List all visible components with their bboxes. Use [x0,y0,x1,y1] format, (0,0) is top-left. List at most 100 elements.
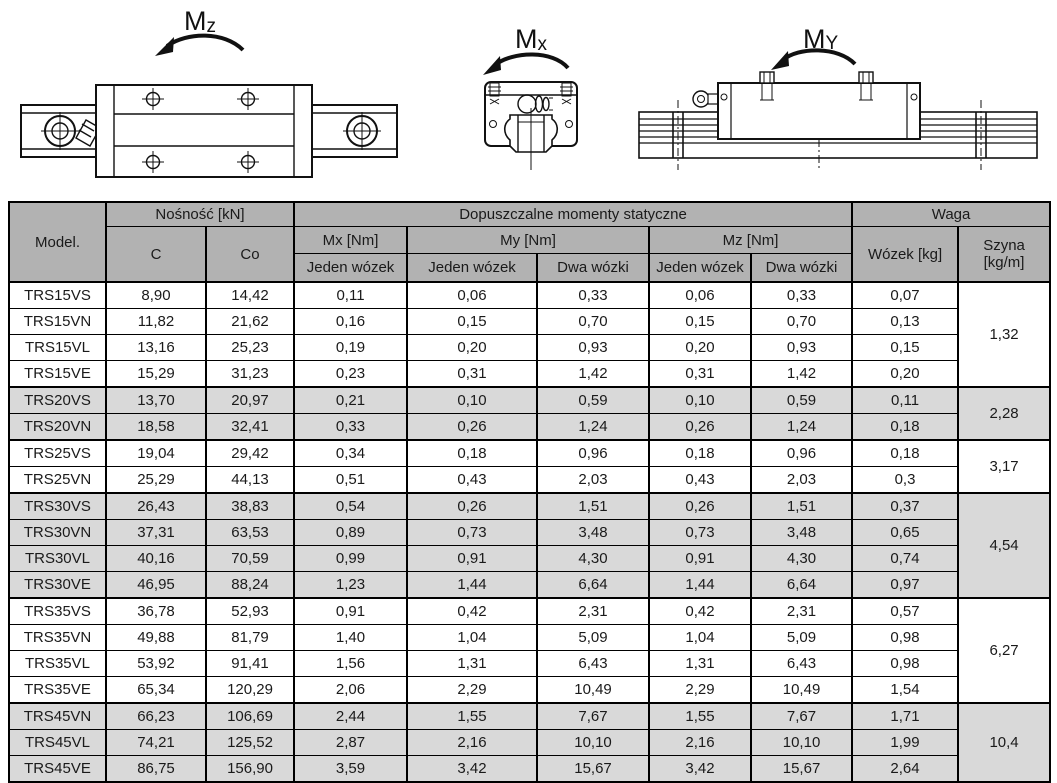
mz-dwa-cell: 7,67 [750,702,854,730]
carriage-top-view [95,84,313,178]
table-row: TRS15VN 11,82 21,62 0,16 0,15 0,70 0,15 0,70 0,1… [8,308,1050,335]
moment-x-label: Mx [515,24,548,55]
wozek-cell: 1,54 [851,676,960,704]
szyna-cell: 10,4 [957,702,1052,783]
my-jeden-cell: 0,26 [406,413,539,441]
my-dwa-cell: 5,09 [536,624,651,651]
co-cell: 106,69 [204,702,296,730]
c-cell: 19,04 [105,439,207,467]
mounting-screw [759,71,775,101]
header-co: Co [204,226,296,283]
header-momenty: Dopuszczalne momenty statyczne [293,201,854,227]
grease-nipple [692,90,719,108]
my-jeden-cell: 1,44 [406,571,539,599]
co-cell: 52,93 [204,597,296,625]
carriage-bolt-hole [237,88,259,110]
my-dwa-cell: 0,33 [536,281,651,309]
my-jeden-cell: 3,42 [406,755,539,783]
co-cell: 120,29 [204,676,296,704]
my-jeden-cell: 0,26 [406,492,539,520]
wozek-cell: 1,99 [851,729,960,756]
model-cell: TRS45VE [8,755,107,783]
wozek-cell: 0,15 [851,334,960,361]
header-c: C [105,226,207,283]
mounting-screw [858,71,874,101]
co-cell: 156,90 [204,755,296,783]
c-cell: 86,75 [105,755,207,783]
c-cell: 36,78 [105,597,207,625]
c-cell: 46,95 [105,571,207,599]
mounting-bolt [560,82,573,105]
c-cell: 53,92 [105,650,207,677]
wozek-cell: 0,11 [851,386,960,414]
co-cell: 81,79 [204,624,296,651]
wozek-cell: 0,74 [851,545,960,572]
mz-dwa-cell: 4,30 [750,545,854,572]
my-jeden-cell: 0,10 [406,386,539,414]
wozek-cell: 1,71 [851,702,960,730]
wozek-cell: 0,20 [851,360,960,388]
wozek-cell: 0,57 [851,597,960,625]
wozek-cell: 0,65 [851,519,960,546]
my-jeden-cell: 0,15 [406,308,539,335]
mz-dwa-cell: 5,09 [750,624,854,651]
header-wozek: Wózek [kg] [851,226,960,283]
my-dwa-cell: 3,48 [536,519,651,546]
moment-z-label: Mz [184,6,216,37]
co-cell: 25,23 [204,334,296,361]
my-dwa-cell: 0,59 [536,386,651,414]
my-jeden-cell: 1,04 [406,624,539,651]
table-row: TRS30VS 26,43 38,83 0,54 0,26 1,51 0,26 1,51 0,3… [8,492,1052,599]
header-mx: Mx [Nm] [293,226,409,254]
rail-bolt-right [975,100,987,170]
mz-jeden-cell: 0,10 [648,386,753,414]
my-dwa-cell: 10,10 [536,729,651,756]
mx-jeden-cell: 0,54 [293,492,409,520]
c-cell: 18,58 [105,413,207,441]
mz-dwa-cell: 15,67 [750,755,854,783]
model-cell: TRS15VE [8,360,107,388]
model-cell: TRS35VL [8,650,107,677]
spec-table-body: TRS15VS 8,90 14,42 0,11 0,06 0,33 0,06 0,33 0,07… [8,281,1052,783]
mz-dwa-cell: 6,43 [750,650,854,677]
drawing-side-view: MY [638,24,1038,170]
c-cell: 65,34 [105,676,207,704]
my-dwa-cell: 10,49 [536,676,651,704]
c-cell: 26,43 [105,492,207,520]
table-row: TRS30VE 46,95 88,24 1,23 1,44 6,64 1,44 6,64 0,9… [8,571,1050,599]
carriage-bolt-hole [142,151,164,173]
mz-dwa-cell: 2,31 [750,597,854,625]
header-mz-dwa: Dwa wózki [750,253,854,283]
mz-dwa-cell: 10,49 [750,676,854,704]
co-cell: 70,59 [204,545,296,572]
table-row: TRS20VS 13,70 20,97 0,21 0,10 0,59 0,10 0,59 0,1… [8,386,1052,441]
model-cell: TRS15VL [8,334,107,361]
table-row: TRS35VS 36,78 52,93 0,91 0,42 2,31 0,42 2,31 0,5… [8,597,1052,704]
my-jeden-cell: 0,06 [406,281,539,309]
model-cell: TRS45VN [8,702,107,730]
wozek-cell: 2,64 [851,755,960,783]
side-hole [489,120,497,128]
mx-jeden-cell: 0,51 [293,466,409,494]
rail-bolt-left [672,100,684,170]
grease-nipple [517,94,553,114]
technical-drawings: Mz [0,0,1057,201]
grease-nipple [75,119,101,147]
table-row: TRS25VS 19,04 29,42 0,34 0,18 0,96 0,18 0,96 0,1… [8,439,1052,494]
table-row: TRS45VN 66,23 106,69 2,44 1,55 7,67 1,55 7,67 1,… [8,702,1052,783]
mx-jeden-cell: 2,44 [293,702,409,730]
wozek-cell: 0,18 [851,413,960,441]
table-row: TRS35VL 53,92 91,41 1,56 1,31 6,43 1,31 6,43 0,9… [8,650,1050,677]
mx-jeden-cell: 0,99 [293,545,409,572]
mz-dwa-cell: 1,24 [750,413,854,441]
header-waga: Waga [851,201,1052,227]
mz-dwa-cell: 2,03 [750,466,854,494]
moment-y-label: MY [803,24,839,54]
my-dwa-cell: 0,93 [536,334,651,361]
mz-dwa-cell: 10,10 [750,729,854,756]
header-nosnosc: Nośność [kN] [104,201,296,227]
mx-jeden-cell: 3,59 [293,755,409,783]
mz-dwa-cell: 1,42 [750,360,854,388]
mz-dwa-cell: 3,48 [750,519,854,546]
header-my-dwa: Dwa wózki [536,253,651,283]
